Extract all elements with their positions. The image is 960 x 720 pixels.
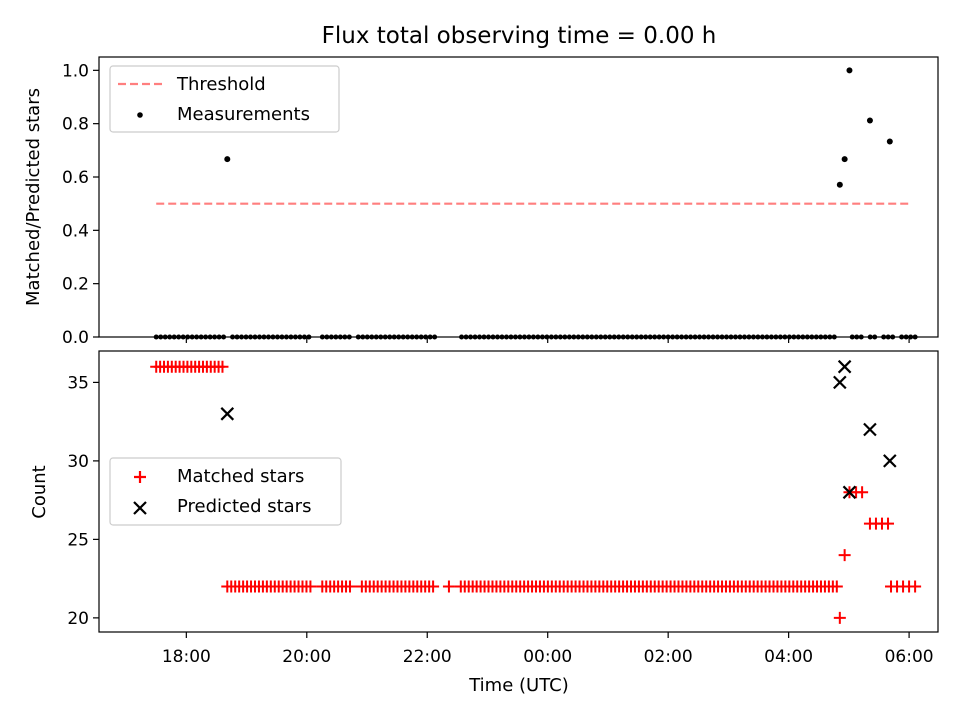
ratio-axes: 0.0 0.2 0.4 0.6 0.8 1.0 — [62, 61, 910, 348]
predicted-star-point — [220, 407, 235, 421]
count-legend-box — [109, 457, 342, 526]
matched-star-point — [343, 580, 356, 593]
chart-title: Flux total observing time = 0.00 h — [322, 23, 717, 49]
legend-measurements-swatch — [137, 112, 143, 118]
x-tick-label: 20:00 — [282, 647, 331, 667]
measurement-point — [841, 156, 848, 163]
ratio-y-tick-label: 0.6 — [62, 168, 89, 188]
x-tick-label: 02:00 — [644, 647, 693, 667]
matched-star-point — [909, 580, 922, 593]
legend-measurements-label: Measurements — [177, 104, 310, 125]
measurement-point — [224, 156, 231, 163]
measurement-point — [836, 181, 843, 188]
count-axes-frame — [98, 350, 939, 633]
legend-predicted-label: Predicted stars — [177, 496, 311, 517]
x-axis-label: Time (UTC) — [468, 675, 569, 696]
legend-predicted-swatch — [133, 501, 147, 515]
measurement-point — [846, 67, 853, 74]
matched-star-point — [830, 580, 843, 593]
ratio-legend: Threshold Measurements — [109, 65, 340, 133]
predicted-star-point — [883, 454, 897, 468]
count-y-tick-label: 25 — [67, 530, 89, 550]
legend-matched-label: Matched stars — [177, 466, 304, 487]
matched-star-point — [856, 486, 869, 499]
predicted-star-point — [863, 422, 877, 437]
ratio-y-tick-label: 1.0 — [62, 61, 89, 81]
ratio-y-axis-label: Matched/Predicted stars — [23, 88, 44, 306]
count-y-axis-label: Count — [29, 465, 50, 518]
matched-star-point — [882, 517, 895, 530]
ratio-y-tick-label: 0.4 — [62, 221, 89, 241]
ratio-legend-box — [109, 65, 340, 133]
x-tick-label: 18:00 — [162, 647, 211, 667]
ratio-panel: 0.0 0.2 0.4 0.6 0.8 1.0 Matched/Predicted sta… — [23, 56, 939, 348]
x-tick-label: 22:00 — [403, 647, 452, 667]
ratio-y-tick-label: 0.8 — [62, 115, 89, 135]
matched-star-point — [427, 580, 440, 593]
measurement-point — [866, 117, 873, 124]
matched-star-point — [216, 360, 229, 373]
x-tick-label: 04:00 — [764, 647, 813, 667]
count-plot-area — [150, 359, 922, 624]
count-y-tick-label: 35 — [67, 373, 89, 393]
count-panel: 18:00 20:00 22:00 00:00 02:00 04:00 06:00 20 25 3… — [29, 350, 939, 696]
matched-star-point — [833, 611, 846, 624]
count-legend: Matched stars Predicted stars — [109, 457, 342, 526]
x-tick-label: 06:00 — [885, 647, 934, 667]
predicted-star-point — [833, 375, 847, 390]
ratio-y-tick-label: 0.2 — [62, 275, 89, 295]
x-tick-label: 00:00 — [523, 647, 572, 667]
ratio-y-tick-label: 0.0 — [62, 328, 89, 348]
matched-star-point — [442, 580, 455, 593]
ratio-axes-frame — [98, 56, 939, 338]
matched-star-point — [304, 580, 317, 593]
count-axes: 18:00 20:00 22:00 00:00 02:00 04:00 06:00 20 25 3… — [67, 373, 933, 667]
count-y-tick-label: 30 — [67, 452, 89, 472]
predicted-star-point — [842, 485, 857, 500]
legend-threshold-label: Threshold — [176, 74, 266, 95]
predicted-star-point — [837, 359, 852, 374]
count-y-tick-label: 20 — [67, 609, 89, 629]
matched-star-point — [838, 549, 851, 562]
measurement-point — [886, 138, 893, 145]
legend-matched-swatch — [134, 471, 146, 483]
